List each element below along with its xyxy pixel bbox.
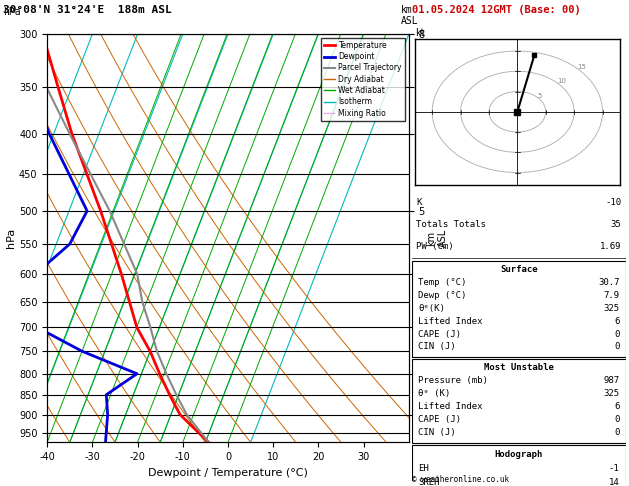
Text: -10: -10 [606,198,621,208]
Text: EH: EH [418,464,429,473]
Text: 987: 987 [603,376,620,385]
Text: 14: 14 [609,478,620,486]
Y-axis label: hPa: hPa [6,228,16,248]
X-axis label: Dewpoint / Temperature (°C): Dewpoint / Temperature (°C) [148,468,308,478]
Text: Lifted Index: Lifted Index [418,402,483,411]
Text: 0: 0 [614,428,620,437]
Text: © weatheronline.co.uk: © weatheronline.co.uk [412,474,509,484]
Text: Dewp (°C): Dewp (°C) [418,291,467,300]
Bar [412,359,626,443]
Text: CIN (J): CIN (J) [418,343,456,351]
Text: 0: 0 [614,330,620,339]
Text: PW (cm): PW (cm) [416,242,454,251]
Legend: Temperature, Dewpoint, Parcel Trajectory, Dry Adiabat, Wet Adiabat, Isotherm, Mi: Temperature, Dewpoint, Parcel Trajectory… [321,38,405,121]
Text: K: K [416,198,421,208]
Text: 6: 6 [614,402,620,411]
Text: 5: 5 [537,93,542,99]
Text: 325: 325 [603,304,620,313]
Text: 10: 10 [557,78,566,85]
Text: 30.7: 30.7 [598,278,620,287]
Text: 0: 0 [614,416,620,424]
Text: CAPE (J): CAPE (J) [418,416,462,424]
Text: km
ASL: km ASL [401,5,418,26]
Text: 01.05.2024 12GMT (Base: 00): 01.05.2024 12GMT (Base: 00) [412,5,581,15]
Text: 6: 6 [614,317,620,326]
Text: hPa: hPa [3,7,21,17]
Text: Temp (°C): Temp (°C) [418,278,467,287]
Text: 35: 35 [611,220,621,229]
Text: 7.9: 7.9 [603,291,620,300]
Text: CIN (J): CIN (J) [418,428,456,437]
Text: Lifted Index: Lifted Index [418,317,483,326]
Text: SREH: SREH [418,478,440,486]
Text: θᵉ(K): θᵉ(K) [418,304,445,313]
Text: 325: 325 [603,389,620,399]
Bar [412,445,626,486]
Y-axis label: km
ASL: km ASL [426,229,448,247]
Text: 0: 0 [614,343,620,351]
Text: θᵉ (K): θᵉ (K) [418,389,450,399]
Text: Most Unstable: Most Unstable [484,363,554,372]
Text: Hodograph: Hodograph [495,450,543,459]
Text: CAPE (J): CAPE (J) [418,330,462,339]
Text: Totals Totals: Totals Totals [416,220,486,229]
Text: 15: 15 [577,64,586,70]
Text: kt: kt [415,28,425,38]
Text: Pressure (mb): Pressure (mb) [418,376,488,385]
Text: -1: -1 [609,464,620,473]
Text: Surface: Surface [500,265,538,275]
Text: 30°08'N 31°24'E  188m ASL: 30°08'N 31°24'E 188m ASL [3,5,172,15]
Text: 1.69: 1.69 [600,242,621,251]
Bar [412,261,626,357]
